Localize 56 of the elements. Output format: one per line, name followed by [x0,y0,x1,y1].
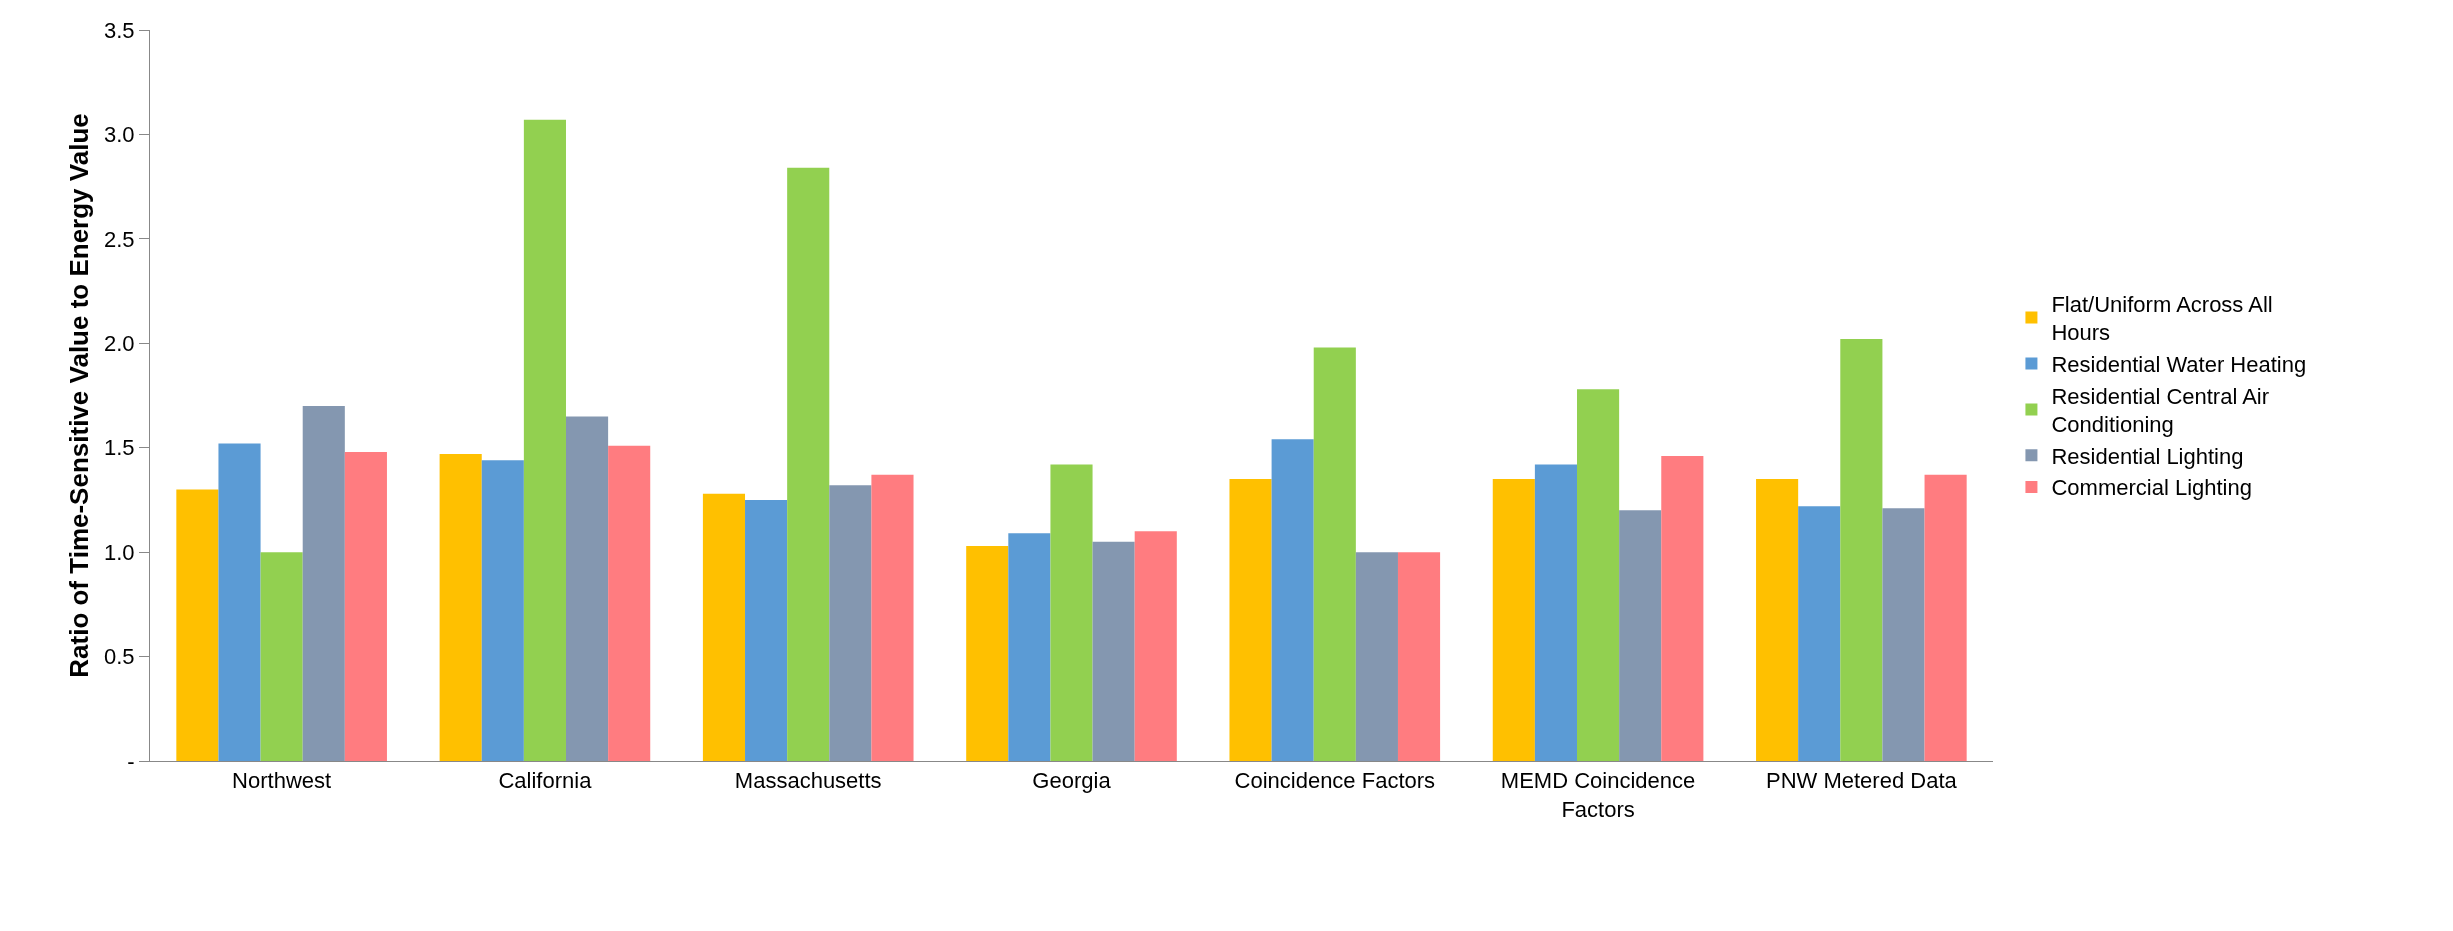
x-tick-label: PNW Metered Data [1765,768,1958,794]
bar [1271,439,1314,761]
bar [260,552,303,761]
legend-label: Commercial Lighting [2051,475,2252,501]
x-tick-label: MEMD Coincidence Factors [1500,768,1696,822]
bar [966,545,1009,761]
bar [1492,479,1535,761]
bar [1840,339,1883,761]
y-axis-title: Ratio of Time-Sensitive Value to Energy Value [64,113,94,678]
legend-label: Residential Water Heating [2051,352,2307,378]
bar [1661,456,1704,761]
y-tick-label: 1.5 [104,435,135,461]
x-tick-label: Georgia [1032,768,1112,794]
y-tick-label: - [127,748,135,774]
bar [745,499,788,761]
legend-label: Residential Central Air Conditioning [2051,383,2270,438]
bar [608,445,651,761]
bar [1008,533,1051,761]
bar [1577,389,1620,761]
x-tick-label: Massachusetts [734,768,882,794]
bar [344,451,387,761]
bar [702,493,746,761]
bar [1619,510,1662,761]
bar [829,485,872,761]
bar [1355,552,1398,761]
bar [1924,474,1967,761]
bar [1092,541,1135,761]
y-tick-label: 3.5 [104,17,135,43]
bar [1882,508,1925,761]
bar [218,443,261,761]
bar [565,416,609,761]
bar [439,453,482,761]
y-tick-label: 0.5 [104,644,135,670]
bar [871,474,914,761]
y-tick-label: 1.0 [104,539,135,565]
bar [787,167,830,761]
bar [1313,347,1356,761]
y-tick-label: 2.5 [104,226,135,252]
bar [481,460,524,761]
x-tick-label: California [498,768,593,794]
bar [1798,506,1841,761]
bar [523,119,566,761]
bar [1134,531,1177,761]
y-tick-label: 2.0 [104,330,135,356]
bar [1534,464,1578,761]
x-tick-label: Northwest [232,768,332,794]
bar [1756,479,1799,761]
bar [302,405,345,761]
bar [1050,464,1093,761]
bar [176,489,219,761]
legend-label: Residential Lighting [2051,443,2244,469]
x-tick-label: Coincidence Factors [1234,768,1436,794]
bar [1229,479,1272,761]
legend-label: Flat/Uniform Across All Hours [2051,291,2273,346]
y-tick-label: 3.0 [104,122,135,148]
bar [1397,552,1441,761]
